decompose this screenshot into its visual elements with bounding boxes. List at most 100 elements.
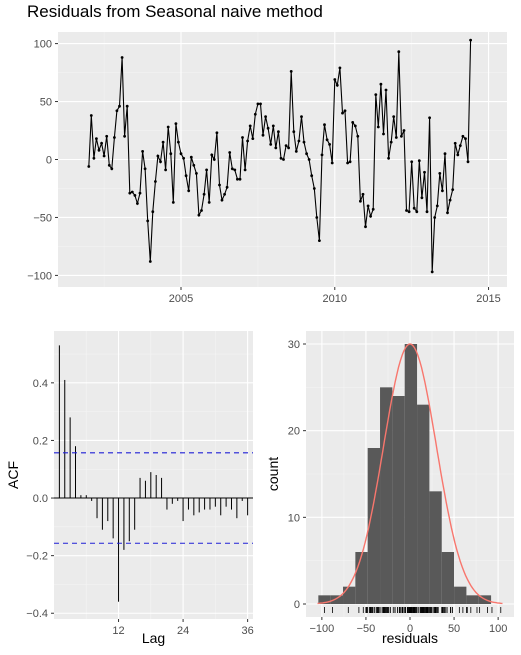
ts-x-tick-label: 2015 — [476, 293, 500, 305]
ts-residual-point — [359, 199, 362, 203]
ts-residual-point — [197, 213, 201, 217]
hist-y-tick-label: 30 — [288, 339, 300, 351]
hist-bar — [441, 552, 455, 604]
hist-bar — [404, 344, 418, 604]
ts-residual-point — [469, 38, 472, 42]
ts-residual-point — [220, 198, 224, 202]
ts-residual-point — [225, 185, 229, 189]
hist-bar — [343, 586, 356, 604]
ts-residual-point — [259, 102, 262, 106]
ts-residual-point — [448, 198, 452, 202]
ts-residual-point — [302, 140, 306, 144]
ts-residual-point — [179, 152, 183, 156]
ts-residual-point — [102, 154, 106, 158]
ts-residual-point — [466, 160, 470, 164]
hist-x-tick-label: −100 — [309, 623, 334, 635]
ts-residual-point — [177, 140, 180, 144]
ts-residual-point — [218, 183, 221, 187]
ts-residual-point — [95, 137, 98, 141]
ts-residual-point — [138, 191, 142, 195]
hist-bar — [466, 595, 479, 604]
ts-residual-point — [346, 161, 349, 165]
ts-x-tick-label: 2005 — [169, 293, 193, 305]
ts-residual-point — [289, 70, 293, 73]
ts-y-tick-label: 0 — [46, 155, 52, 167]
ts-residual-point — [171, 201, 175, 204]
hist-bar — [380, 387, 393, 604]
ts-residual-point — [292, 130, 296, 134]
acf-y-tick-label: 0.2 — [33, 435, 48, 447]
ts-residual-point — [366, 204, 370, 208]
ts-residual-point — [169, 152, 173, 156]
ts-residual-point — [287, 146, 290, 150]
ts-residual-point — [133, 194, 137, 197]
ts-residual-point — [382, 132, 385, 136]
ts-residual-point — [261, 133, 265, 137]
ts-residual-point — [456, 153, 460, 157]
ts-residual-point — [215, 131, 219, 135]
ts-residual-point — [323, 123, 326, 127]
acf-y-tick-label: −0.2 — [26, 551, 48, 563]
ts-residual-point — [266, 126, 270, 130]
ts-residual-point — [200, 209, 203, 212]
hist-bar — [392, 396, 405, 604]
ts-residual-point — [100, 141, 103, 145]
ts-residual-point — [428, 116, 431, 120]
ts-residual-point — [397, 50, 401, 54]
ts-residual-point — [438, 172, 442, 175]
acf-x-axis-label: Lag — [142, 630, 165, 646]
ts-residual-point — [461, 134, 465, 138]
hist-bar — [330, 595, 344, 604]
ts-residual-point — [118, 104, 121, 108]
acf-x-tick-label: 36 — [241, 625, 253, 637]
hist-bar — [429, 491, 442, 604]
hist-bar — [318, 595, 331, 604]
ts-residual-point — [164, 168, 168, 172]
ts-residual-point — [202, 192, 206, 196]
ts-residual-point — [435, 204, 439, 208]
ts-residual-point — [325, 138, 329, 142]
ts-residual-point — [369, 214, 372, 218]
ts-residual-point — [253, 112, 257, 116]
ts-residual-point — [282, 158, 285, 161]
ts-residual-point — [189, 155, 193, 159]
ts-residual-point — [248, 124, 252, 128]
ts-residual-point — [97, 148, 101, 152]
ts-residual-point — [107, 163, 111, 167]
ts-residual-point — [148, 260, 152, 263]
ts-residual-point — [195, 172, 198, 175]
ts-residual-point — [87, 165, 91, 168]
ts-residual-point — [305, 152, 308, 156]
ts-residual-point — [89, 114, 93, 117]
ts-residual-point — [297, 139, 301, 143]
ts-residual-point — [420, 196, 424, 200]
ts-residual-point — [464, 137, 467, 141]
acf-x-tick-label: 24 — [177, 625, 189, 637]
hist-x-tick-label: 50 — [448, 623, 460, 635]
ts-residual-point — [330, 161, 334, 165]
acf-panel-background — [54, 331, 253, 619]
hist-x-tick-label: −50 — [357, 623, 376, 635]
ts-residual-point — [458, 144, 462, 148]
ts-residual-point — [441, 189, 444, 193]
ts-residual-point — [159, 160, 162, 164]
ts-residual-point — [320, 153, 324, 157]
ts-residual-point — [453, 141, 457, 145]
ts-residual-point — [174, 122, 178, 125]
ts-residual-point — [387, 156, 390, 160]
ts-residual-point — [141, 150, 145, 153]
ts-residual-point — [307, 158, 311, 161]
ts-residual-point — [271, 124, 275, 128]
ts-residual-point — [115, 109, 119, 113]
ts-y-tick-label: −50 — [33, 212, 52, 224]
ts-residual-point — [130, 190, 134, 194]
ts-residual-point — [207, 201, 211, 204]
ts-residual-point — [379, 82, 383, 86]
ts-y-tick-label: −100 — [27, 270, 52, 282]
ts-residual-point — [123, 134, 126, 138]
hist-bar — [417, 404, 430, 604]
ts-residual-point — [264, 115, 267, 118]
ts-residual-point — [364, 225, 367, 229]
ts-residual-point — [410, 160, 414, 164]
hist-normal-curve — [317, 343, 503, 605]
